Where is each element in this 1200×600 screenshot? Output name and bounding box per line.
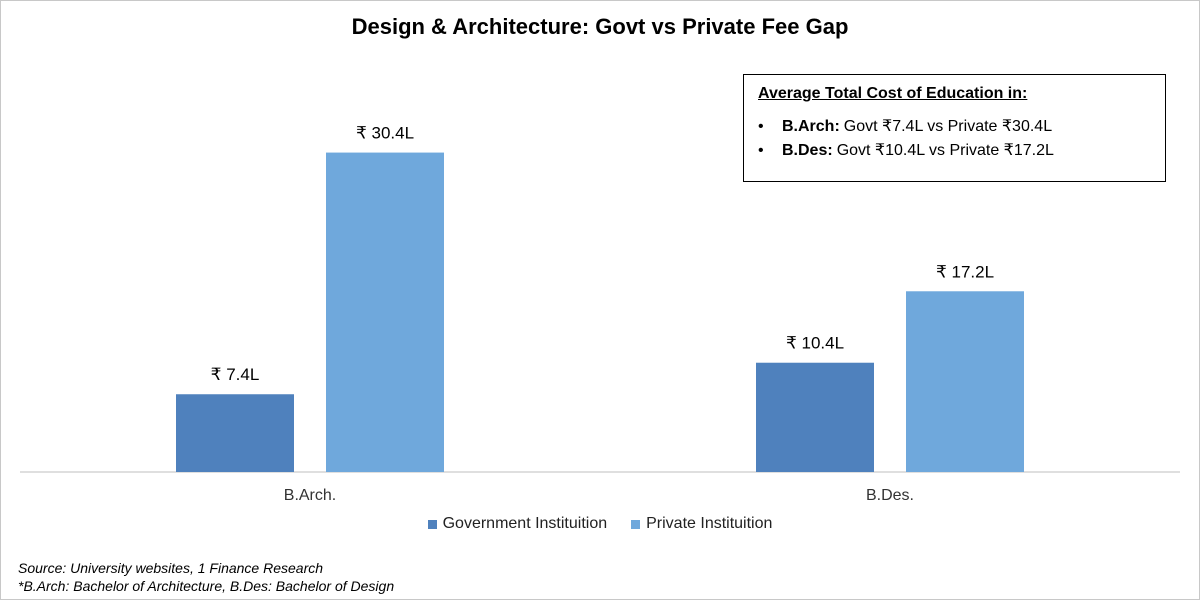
x-tick-label: B.Des. — [866, 487, 914, 504]
data-label: ₹ 10.4L — [786, 334, 844, 353]
bar-government-0 — [176, 394, 294, 472]
footnotes: Source: University websites, 1 Finance R… — [18, 559, 394, 595]
legend-item-government: Government Instituition — [427, 515, 608, 533]
x-tick-label: B.Arch. — [284, 487, 336, 504]
summary-box: Average Total Cost of Education in: • B.… — [743, 74, 1166, 182]
bar-government-1 — [756, 362, 874, 472]
legend-swatch-government — [427, 519, 437, 529]
legend-swatch-private — [631, 519, 641, 529]
legend-item-private: Private Instituition — [631, 515, 772, 533]
source-note: Source: University websites, 1 Finance R… — [18, 560, 324, 576]
bar-private-0 — [326, 152, 444, 473]
abbreviation-note: *B.Arch: Bachelor of Architecture, B.Des… — [18, 578, 395, 594]
data-label: ₹ 30.4L — [356, 124, 414, 143]
summary-item-text: Govt ₹10.4L vs Private ₹17.2L — [836, 142, 1054, 159]
summary-heading: Average Total Cost of Education in: — [758, 85, 1028, 102]
summary-item-label: B.Arch: — [782, 118, 840, 135]
data-label: ₹ 7.4L — [211, 365, 260, 384]
summary-item-text: Govt ₹7.4L vs Private ₹30.4L — [843, 118, 1053, 135]
summary-item-barch: • B.Arch: Govt ₹7.4L vs Private ₹30.4L — [758, 117, 1151, 137]
chart-legend: Government Instituition Private Institui… — [0, 515, 1200, 533]
summary-item-label: B.Des: — [782, 142, 833, 159]
bullet-icon: • — [758, 118, 764, 135]
bullet-icon: • — [758, 142, 764, 159]
legend-label-private: Private Instituition — [646, 515, 773, 532]
legend-label-government: Government Instituition — [442, 515, 608, 532]
summary-item-bdes: • B.Des: Govt ₹10.4L vs Private ₹17.2L — [758, 141, 1151, 161]
data-label: ₹ 17.2L — [936, 262, 994, 281]
bar-private-1 — [906, 291, 1024, 472]
chart-title: Design & Architecture: Govt vs Private F… — [351, 14, 849, 39]
